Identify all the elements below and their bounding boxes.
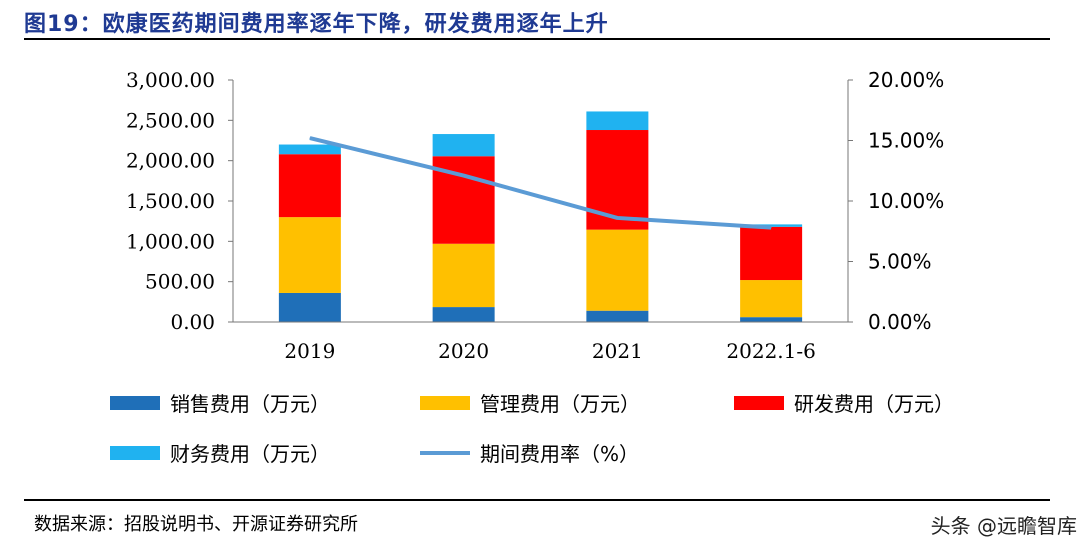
source-note: 数据来源：招股说明书、开源证券研究所 [34,514,358,535]
legend-item-sales: 销售费用（万元） [110,388,330,417]
legend-label-admin: 管理费用（万元） [480,392,640,416]
y-left-tick-label: 500.00 [145,270,215,294]
y-right-tick-label: 5.00% [868,250,932,274]
legend-label-expense-rate: 期间费用率（%） [480,442,640,466]
legend-item-finance: 财务费用（万元） [110,438,330,467]
chart-title: 图19：欧康医药期间费用率逐年下降，研发费用逐年上升 [24,12,609,37]
y-left-tick-label: 2,500.00 [126,108,215,132]
legend-swatch-admin [420,395,470,410]
expense-rate-point [770,227,772,229]
legend-label-finance: 财务费用（万元） [170,442,330,466]
expense-rate-point [309,137,311,139]
chart-canvas: 0.00 500.00 1,000.00 1,500.00 2,000.00 2,500.… [126,68,944,363]
bar-segment-finance [740,224,803,227]
bar-segment-sales [278,292,341,322]
legend-swatch-sales [110,395,160,410]
expense-rate-line [309,136,772,230]
legend-label-rd: 研发费用（万元） [794,392,954,416]
source-divider [24,499,1050,501]
legend-item-admin: 管理费用（万元） [420,388,640,417]
y-left-tick-label: 1,000.00 [126,229,215,253]
expense-rate-point [616,217,618,219]
bar-segment-admin [586,229,649,311]
title-divider [24,38,1050,40]
bar-segment-sales [740,317,803,322]
bar-segment-finance [586,111,649,131]
legend-label-sales: 销售费用（万元） [170,392,330,416]
bar-segment-rd [740,226,803,281]
bar-segment-admin [278,217,341,293]
x-tick-label: 2019 [284,339,335,363]
bar-segment-finance [278,144,341,155]
y-left-tick-label: 1,500.00 [126,189,215,213]
watermark: 头条 @远瞻智库 [930,514,1077,538]
x-tick-label: 2022.1-6 [726,339,815,363]
y-left-tick-label: 3,000.00 [126,68,215,92]
y-left-tick-label: 0.00 [170,310,215,334]
legend-item-rd: 研发费用（万元） [734,388,954,417]
y-right-tick-label: 20.00% [868,68,944,92]
y-left-tick-label: 2,000.00 [126,149,215,173]
x-tick-label: 2020 [438,339,489,363]
x-tick-label: 2021 [592,339,643,363]
legend-item-expense-rate: 期间费用率（%） [420,438,639,467]
bar-segment-admin [740,280,803,318]
bar-segment-finance [432,134,495,157]
legend-swatch-finance [110,445,160,460]
bar-segment-rd [586,130,649,230]
bar-segment-admin [432,243,495,308]
bar-segment-rd [278,154,341,218]
y-right-tick-label: 0.00% [868,310,932,334]
y-right-tick-label: 15.00% [868,129,944,153]
legend-line-expense-rate [420,450,470,455]
legend-swatch-rd [734,395,784,410]
expense-rate-point [463,175,465,177]
bar-segment-sales [432,307,495,322]
bar-segment-sales [586,310,649,322]
y-right-tick-label: 10.00% [868,189,944,213]
